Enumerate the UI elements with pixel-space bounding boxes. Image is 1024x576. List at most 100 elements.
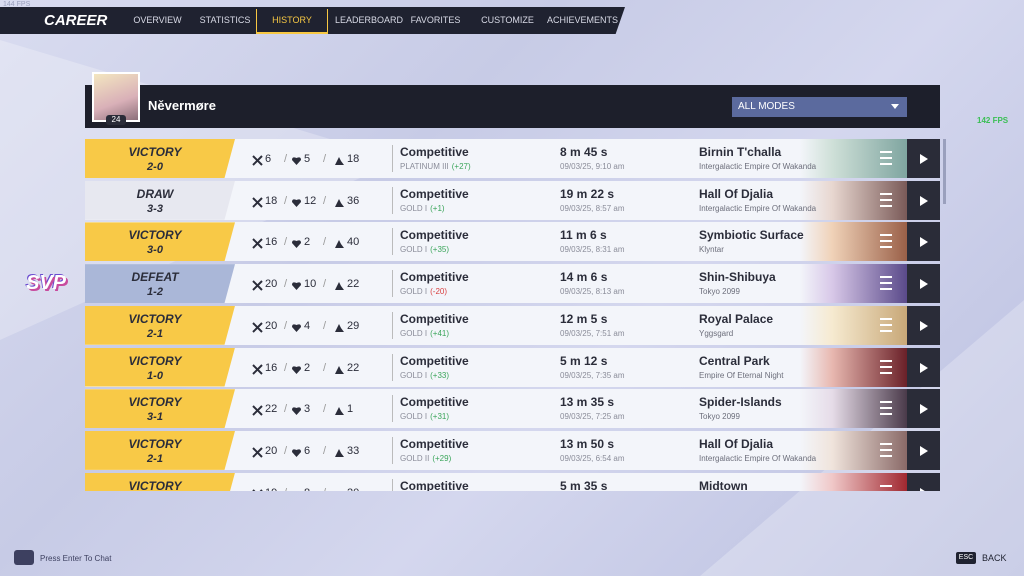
- match-row[interactable]: DRAW 3-3 18 / 12 / 36 Competitive GOLD I (+1) 19 m…: [85, 180, 940, 220]
- kills: 22: [265, 403, 278, 416]
- details-button[interactable]: [880, 151, 892, 165]
- match-date: 09/03/25, 7:35 am: [560, 370, 625, 380]
- score: 1-0: [147, 369, 163, 382]
- match-row[interactable]: DEFEAT 1-2 20 / 10 / 22 Competitive GOLD I (-20) 1…: [85, 264, 940, 304]
- match-row[interactable]: VICTORY 2-1 20 / 6 / 33 Competitive GOLD II (+29)…: [85, 430, 940, 470]
- map-name: Royal Palace: [699, 311, 774, 326]
- nav-tab[interactable]: LEADERBOARD: [334, 15, 404, 25]
- game-mode: Competitive: [400, 270, 469, 285]
- result: VICTORY: [128, 478, 182, 491]
- kills: 16: [265, 361, 278, 374]
- score: 3-1: [147, 411, 163, 424]
- details-button[interactable]: [880, 317, 892, 332]
- assists: 20: [347, 487, 359, 491]
- mode-filter[interactable]: ALL MODES: [732, 97, 907, 117]
- replay-button[interactable]: [907, 430, 940, 470]
- score: 2-1: [147, 327, 163, 340]
- map-name: Hall Of Djalia: [699, 186, 774, 201]
- match-row[interactable]: VICTORY 2-0 6 / 5 / 18 Competitive PLATINUM III(…: [85, 139, 940, 178]
- rank-name: PLATINUM III: [400, 162, 449, 171]
- details-button[interactable]: [880, 442, 892, 457]
- duration: 5 m 35 s: [560, 478, 608, 491]
- assists: 22: [347, 361, 360, 374]
- game-mode: Competitive: [400, 478, 469, 491]
- game-mode: Competitive: [400, 311, 469, 326]
- rank-change: (+33): [430, 370, 450, 380]
- kills: 18: [265, 194, 278, 207]
- map-name: Shin-Shibuya: [699, 270, 776, 285]
- nav-tab[interactable]: OVERVIEW: [133, 15, 182, 25]
- details-button[interactable]: [880, 359, 892, 374]
- rank-change: (+41): [430, 328, 450, 338]
- back-button[interactable]: BACK: [982, 553, 1007, 563]
- nav-tab[interactable]: ACHIEVEMENTS: [546, 15, 618, 25]
- assists: 29: [347, 319, 360, 332]
- avatar[interactable]: [92, 72, 140, 122]
- kills-icon: [252, 445, 263, 458]
- replay-button[interactable]: [907, 389, 940, 429]
- rank-change: (+27): [451, 162, 471, 171]
- replay-button[interactable]: [907, 139, 940, 178]
- result-cell: DRAW 3-3: [85, 180, 235, 220]
- divider: [392, 311, 393, 339]
- map-region: Intergalactic Empire Of Wakanda: [699, 162, 817, 171]
- nav-title: CAREER: [44, 12, 108, 29]
- fps-counter: 142 FPS: [977, 116, 1009, 125]
- result: VICTORY: [128, 228, 182, 243]
- match-row[interactable]: VICTORY 19 / 8 / 20 Competitive 5 m 35 s Midtown: [85, 472, 940, 491]
- duration: 14 m 6 s: [560, 270, 608, 285]
- match-date: 09/03/25, 6:54 am: [560, 453, 625, 463]
- details-button[interactable]: [880, 234, 892, 249]
- nav-tab[interactable]: CUSTOMIZE: [481, 15, 534, 25]
- separator: /: [284, 153, 288, 165]
- details-button[interactable]: [880, 484, 892, 491]
- divider: [392, 228, 393, 256]
- divider: [392, 353, 393, 381]
- divider: [392, 145, 393, 172]
- duration: 13 m 50 s: [560, 436, 615, 451]
- separator: /: [323, 487, 326, 491]
- match-row[interactable]: VICTORY 2-1 20 / 4 / 29 Competitive GOLD I (+41) 1…: [85, 305, 940, 345]
- replay-button[interactable]: [907, 347, 940, 387]
- map-region: Tokyo 2099: [699, 412, 740, 422]
- kills-icon: [252, 153, 263, 166]
- game-mode: Competitive: [400, 395, 469, 410]
- rank: GOLD I (+33): [400, 371, 449, 380]
- map-name: Midtown: [699, 478, 748, 491]
- details-button[interactable]: [880, 276, 892, 291]
- deaths-icon: [291, 362, 302, 374]
- replay-button[interactable]: [907, 180, 940, 220]
- kills-icon: [252, 320, 263, 333]
- nav-tab[interactable]: FAVORITES: [410, 15, 461, 25]
- assists: 1: [347, 403, 354, 416]
- nav-tab[interactable]: STATISTICS: [199, 15, 251, 25]
- nav-tab[interactable]: HISTORY: [256, 9, 328, 34]
- scrollbar[interactable]: [943, 139, 946, 204]
- rank-name: GOLD II: [400, 453, 430, 463]
- rank-change: (+31): [430, 412, 450, 422]
- rank-name: GOLD I: [400, 203, 428, 213]
- result: DRAW: [136, 186, 174, 201]
- rank-name: GOLD I: [400, 245, 428, 255]
- replay-button[interactable]: [907, 222, 940, 262]
- assists-icon: [334, 153, 345, 165]
- game-mode: Competitive: [400, 186, 469, 201]
- separator: /: [323, 361, 327, 374]
- replay-button[interactable]: [907, 305, 940, 345]
- replay-button[interactable]: [907, 472, 940, 491]
- deaths: 12: [304, 194, 317, 207]
- result-cell: VICTORY 2-0: [85, 139, 235, 178]
- separator: /: [284, 319, 288, 332]
- match-row[interactable]: VICTORY 3-1 22 / 3 / 1 Competitive GOLD I (+31) 13…: [85, 389, 940, 429]
- result-cell: DEFEAT 1-2: [85, 264, 235, 304]
- player-name: Něvermøre: [148, 98, 216, 113]
- match-row[interactable]: VICTORY 3-0 16 / 2 / 40 Competitive GOLD I (+35) 1…: [85, 222, 940, 262]
- assists: 18: [347, 153, 360, 165]
- game-mode: Competitive: [400, 436, 469, 451]
- details-button[interactable]: [880, 192, 892, 207]
- kills: 20: [265, 278, 278, 291]
- details-button[interactable]: [880, 401, 892, 416]
- match-row[interactable]: VICTORY 1-0 16 / 2 / 22 Competitive GOLD I (+33) 5…: [85, 347, 940, 387]
- replay-button[interactable]: [907, 264, 940, 304]
- kills-icon: [252, 362, 263, 375]
